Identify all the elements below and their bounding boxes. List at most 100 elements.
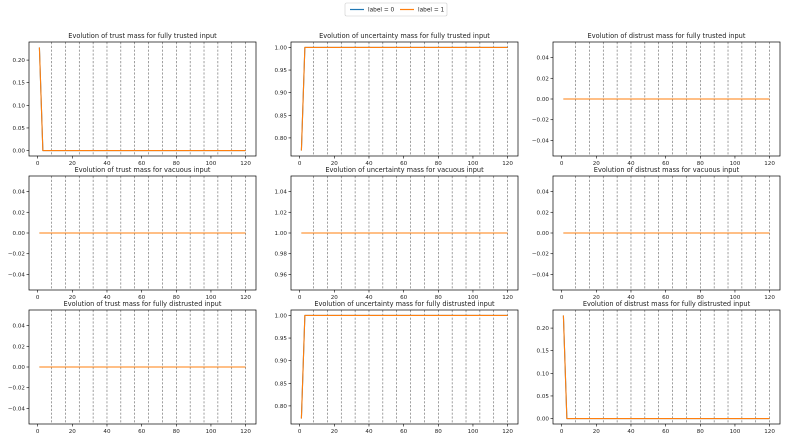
subplot-title: Evolution of distrust mass for vacuous i… <box>594 166 740 174</box>
x-tick-label: 100 <box>730 429 741 435</box>
x-tick-label: 80 <box>173 161 181 167</box>
series-line-label-1 <box>38 47 246 152</box>
y-tick-label: 0.02 <box>13 210 25 216</box>
y-tick-label: −0.02 <box>532 252 549 258</box>
y-tick-label: 0.05 <box>13 126 26 132</box>
x-tick-label: 120 <box>502 429 513 435</box>
axes-frame <box>552 309 781 425</box>
axes-frame <box>290 309 519 425</box>
y-tick-label: 0.95 <box>275 68 288 74</box>
x-tick-label: 120 <box>764 295 775 301</box>
subplot-title: Evolution of trust mass for fully truste… <box>68 32 217 40</box>
y-tick-label: 0.02 <box>537 76 549 82</box>
subplot: Evolution of uncertainty mass for vacuou… <box>275 166 519 301</box>
x-tick-label: 100 <box>206 295 217 301</box>
y-tick-label: 0.80 <box>275 404 288 410</box>
y-tick-label: 0.04 <box>13 190 26 196</box>
x-tick-label: 0 <box>36 295 40 301</box>
y-tick-label: 0.90 <box>275 359 288 365</box>
y-tick-label: −0.02 <box>8 386 25 392</box>
y-tick-label: 0.20 <box>13 58 26 64</box>
x-tick-label: 80 <box>173 295 181 301</box>
x-tick-label: 20 <box>331 161 339 167</box>
x-tick-label: 20 <box>593 295 601 301</box>
x-tick-label: 0 <box>36 161 40 167</box>
y-tick-label: 1.00 <box>275 231 288 237</box>
y-tick-label: 0.02 <box>537 210 549 216</box>
y-tick-label: 0.00 <box>13 365 26 371</box>
x-tick-label: 120 <box>502 161 513 167</box>
subplot: Evolution of uncertainty mass for fully … <box>275 32 519 167</box>
x-tick-label: 60 <box>662 429 670 435</box>
x-tick-label: 20 <box>69 161 77 167</box>
legend-entry-label: label = 1 <box>418 8 445 14</box>
series-line-label-1 <box>562 315 770 420</box>
subplot-grid: Evolution of trust mass for fully truste… <box>8 32 781 435</box>
x-tick-label: 20 <box>593 161 601 167</box>
x-tick-label: 100 <box>206 161 217 167</box>
series-line-label-0 <box>38 47 246 152</box>
subplot: Evolution of uncertainty mass for fully … <box>275 300 519 435</box>
y-tick-label: 0.96 <box>275 272 288 278</box>
y-tick-label: 1.00 <box>275 45 288 51</box>
y-tick-label: −0.04 <box>8 272 26 278</box>
x-tick-label: 20 <box>331 295 339 301</box>
y-tick-label: 0.04 <box>537 56 550 62</box>
x-tick-label: 120 <box>764 429 775 435</box>
x-tick-label: 60 <box>400 295 408 301</box>
y-tick-label: 0.95 <box>275 336 288 342</box>
x-tick-label: 100 <box>730 295 741 301</box>
x-tick-label: 20 <box>69 295 77 301</box>
x-tick-label: 0 <box>560 429 564 435</box>
y-tick-label: −0.04 <box>8 406 26 412</box>
x-tick-label: 0 <box>298 295 302 301</box>
x-tick-label: 80 <box>697 161 705 167</box>
subplot: Evolution of trust mass for fully truste… <box>13 32 257 167</box>
y-tick-label: 0.10 <box>13 103 26 109</box>
x-tick-label: 100 <box>468 295 479 301</box>
x-tick-label: 80 <box>435 161 443 167</box>
x-tick-label: 120 <box>764 161 775 167</box>
x-tick-label: 120 <box>240 429 251 435</box>
x-tick-label: 80 <box>697 295 705 301</box>
subplot-title: Evolution of distrust mass for fully dis… <box>583 300 751 308</box>
x-tick-label: 60 <box>138 429 146 435</box>
series-line-label-0 <box>300 314 508 419</box>
y-tick-label: 0.15 <box>13 81 26 87</box>
y-tick-label: 0.85 <box>275 381 288 387</box>
series-line-label-0 <box>562 315 770 420</box>
x-tick-label: 60 <box>662 161 670 167</box>
y-tick-label: 0.00 <box>13 149 26 155</box>
x-tick-label: 120 <box>502 295 513 301</box>
x-tick-label: 20 <box>593 429 601 435</box>
x-tick-label: 60 <box>400 161 408 167</box>
y-tick-label: 0.00 <box>537 417 550 423</box>
axes-frame <box>290 41 519 157</box>
y-tick-label: 0.00 <box>537 231 550 237</box>
x-tick-label: 0 <box>298 429 302 435</box>
y-tick-label: 0.04 <box>537 190 550 196</box>
y-tick-label: 0.85 <box>275 113 288 119</box>
x-tick-label: 100 <box>730 161 741 167</box>
series-line-label-1 <box>300 314 508 419</box>
x-tick-label: 40 <box>103 295 111 301</box>
x-tick-label: 60 <box>138 161 146 167</box>
x-tick-label: 100 <box>468 429 479 435</box>
subplot: Evolution of distrust mass for vacuous i… <box>532 166 781 301</box>
x-tick-label: 100 <box>206 429 217 435</box>
x-tick-label: 40 <box>103 161 111 167</box>
x-tick-label: 0 <box>560 161 564 167</box>
x-tick-label: 40 <box>103 429 111 435</box>
x-tick-label: 60 <box>400 429 408 435</box>
x-tick-label: 120 <box>240 161 251 167</box>
x-tick-label: 40 <box>365 161 373 167</box>
x-tick-label: 60 <box>662 295 670 301</box>
y-tick-label: 0.00 <box>537 97 550 103</box>
x-tick-label: 40 <box>627 295 635 301</box>
subplot-title: Evolution of uncertainty mass for vacuou… <box>325 166 484 174</box>
series-line-label-1 <box>300 46 508 151</box>
x-tick-label: 80 <box>173 429 181 435</box>
subplot-title: Evolution of trust mass for fully distru… <box>64 300 222 308</box>
axes-frame <box>28 41 257 157</box>
